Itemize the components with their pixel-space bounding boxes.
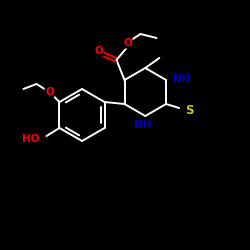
Text: NH: NH: [173, 74, 190, 84]
Text: O: O: [45, 87, 54, 97]
Text: O: O: [123, 38, 132, 48]
Text: S: S: [185, 104, 194, 117]
Text: O: O: [94, 46, 103, 56]
Text: NH: NH: [134, 120, 151, 130]
Text: HO: HO: [22, 134, 40, 144]
